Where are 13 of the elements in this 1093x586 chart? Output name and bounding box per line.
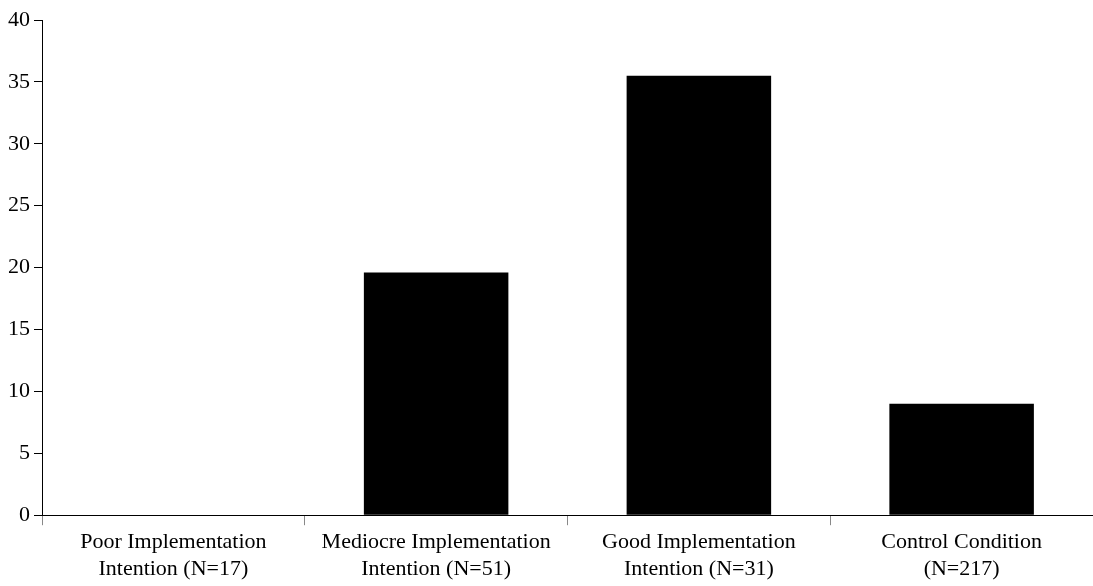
x-tick-label: Good Implementation Intention (N=31)	[602, 528, 796, 580]
y-tick-label: 35	[8, 67, 30, 93]
y-tick-label: 30	[8, 129, 30, 155]
y-tick-label: 10	[8, 377, 30, 403]
y-tick-label: 15	[8, 315, 30, 341]
y-tick-label: 0	[19, 500, 30, 526]
y-tick-label: 20	[8, 253, 30, 279]
x-tick-label: Mediocre Implementation Intention (N=51)	[321, 528, 551, 580]
y-tick-label: 40	[8, 5, 30, 31]
y-tick-label: 5	[19, 439, 30, 465]
y-tick-label: 25	[8, 191, 30, 217]
x-tick-label: Poor Implementation Intention (N=17)	[80, 528, 267, 580]
x-tick-label: Control Condition (N=217)	[881, 528, 1042, 580]
